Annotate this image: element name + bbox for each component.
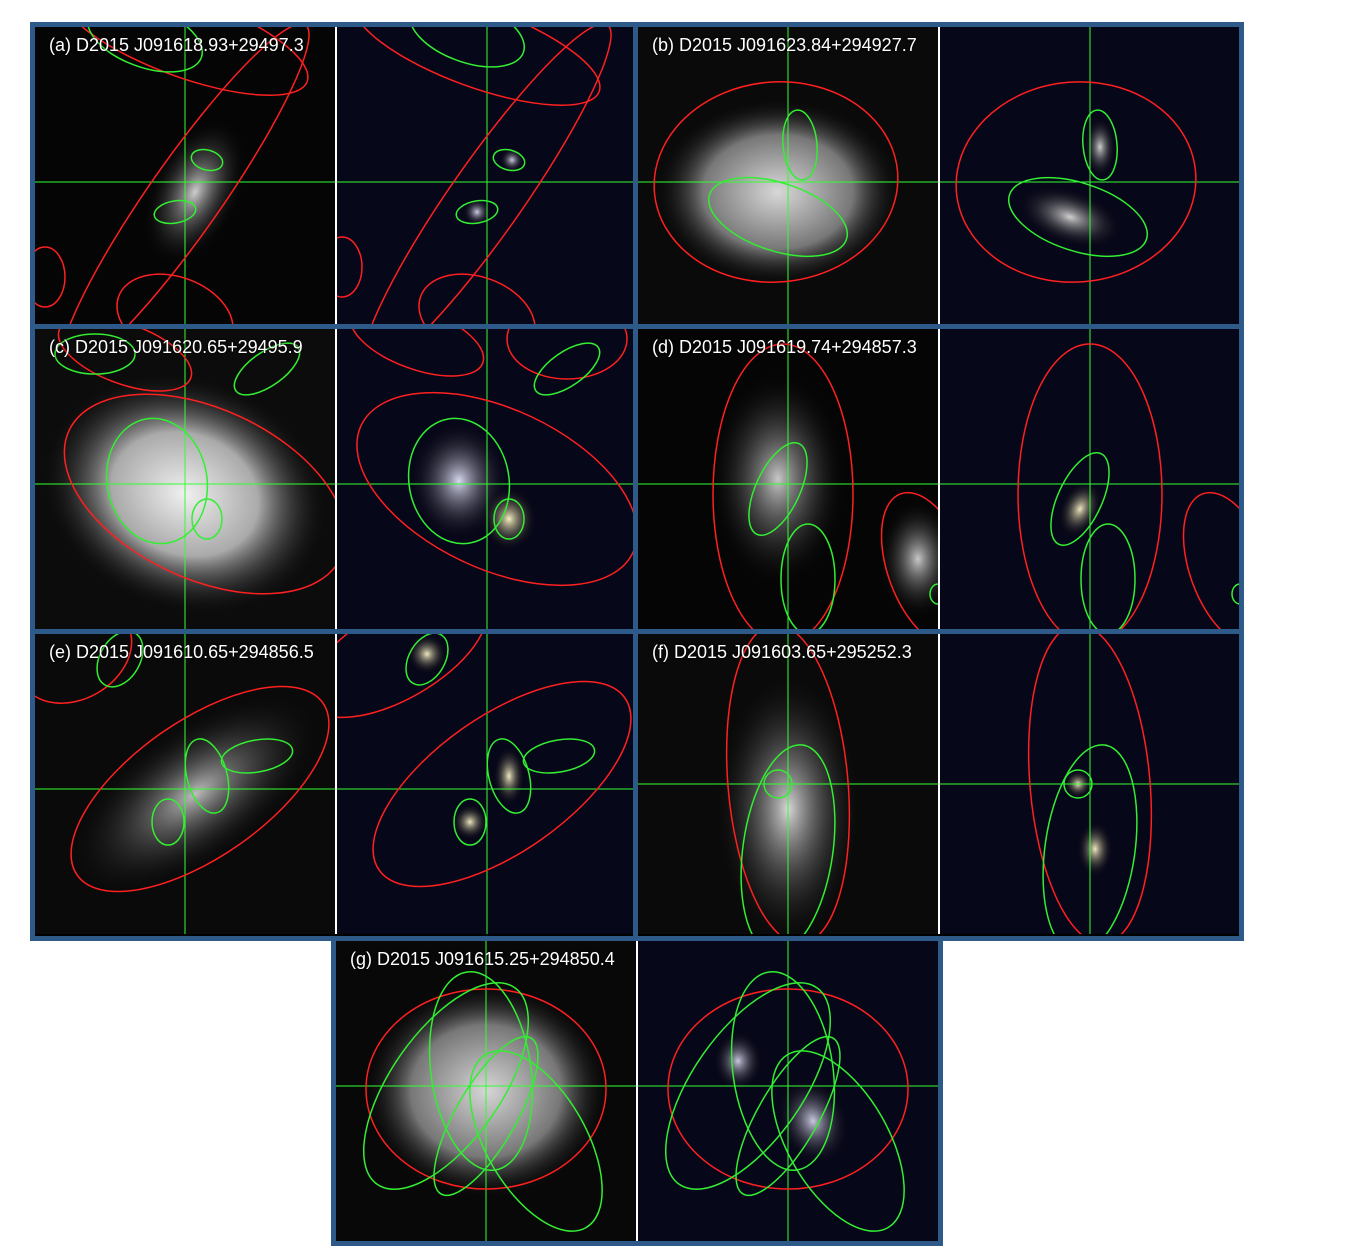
panel-g-divider (636, 941, 638, 1241)
panel-c-right-image (337, 329, 634, 629)
panel-d-left-image (638, 329, 938, 629)
panel-b-label: (b) D2015 J091623.84+294927.7 (652, 35, 917, 55)
panel-c-left-image (35, 329, 335, 629)
panel-d-label: (d) D2015 J091619.74+294857.3 (652, 337, 917, 357)
panel-e-divider (335, 634, 337, 934)
panel-e-right-image (337, 634, 634, 934)
panel-d-right-image (940, 329, 1239, 629)
panel-a-right-image (337, 27, 634, 325)
panel-f-left-image (638, 634, 938, 934)
panel-a-left-image (35, 27, 335, 325)
panel-f-divider (938, 634, 940, 934)
panel-b-divider (938, 27, 940, 325)
panel-b-left-image (638, 27, 938, 325)
panel-d-divider (938, 329, 940, 629)
panel-g-label: (g) D2015 J091615.25+294850.4 (350, 949, 615, 969)
panel-f-label: (f) D2015 J091603.65+295252.3 (652, 642, 912, 662)
panel-a: (a) D2015 J091618.93+29497.3 (30, 22, 639, 330)
panel-d: (d) D2015 J091619.74+294857.3 (633, 324, 1244, 634)
panel-e-label: (e) D2015 J091610.65+294856.5 (49, 642, 314, 662)
panel-b-right-image (940, 27, 1239, 325)
panel-f: (f) D2015 J091603.65+295252.3 (633, 629, 1244, 941)
panel-e-left-image (35, 634, 335, 934)
panel-g-left-image (336, 941, 636, 1241)
panel-e: (e) D2015 J091610.65+294856.5 (30, 629, 639, 941)
panel-a-divider (335, 27, 337, 325)
panel-g-right-image (638, 941, 938, 1241)
panel-c-divider (335, 329, 337, 629)
panel-a-label: (a) D2015 J091618.93+29497.3 (49, 35, 304, 55)
panel-g: (g) D2015 J091615.25+294850.4 (331, 936, 943, 1246)
panel-c: (c) D2015 J091620.65+29495.9 (30, 324, 639, 634)
panel-f-right-image (940, 634, 1239, 934)
panel-c-label: (c) D2015 J091620.65+29495.9 (49, 337, 303, 357)
panel-b: (b) D2015 J091623.84+294927.7 (633, 22, 1244, 330)
